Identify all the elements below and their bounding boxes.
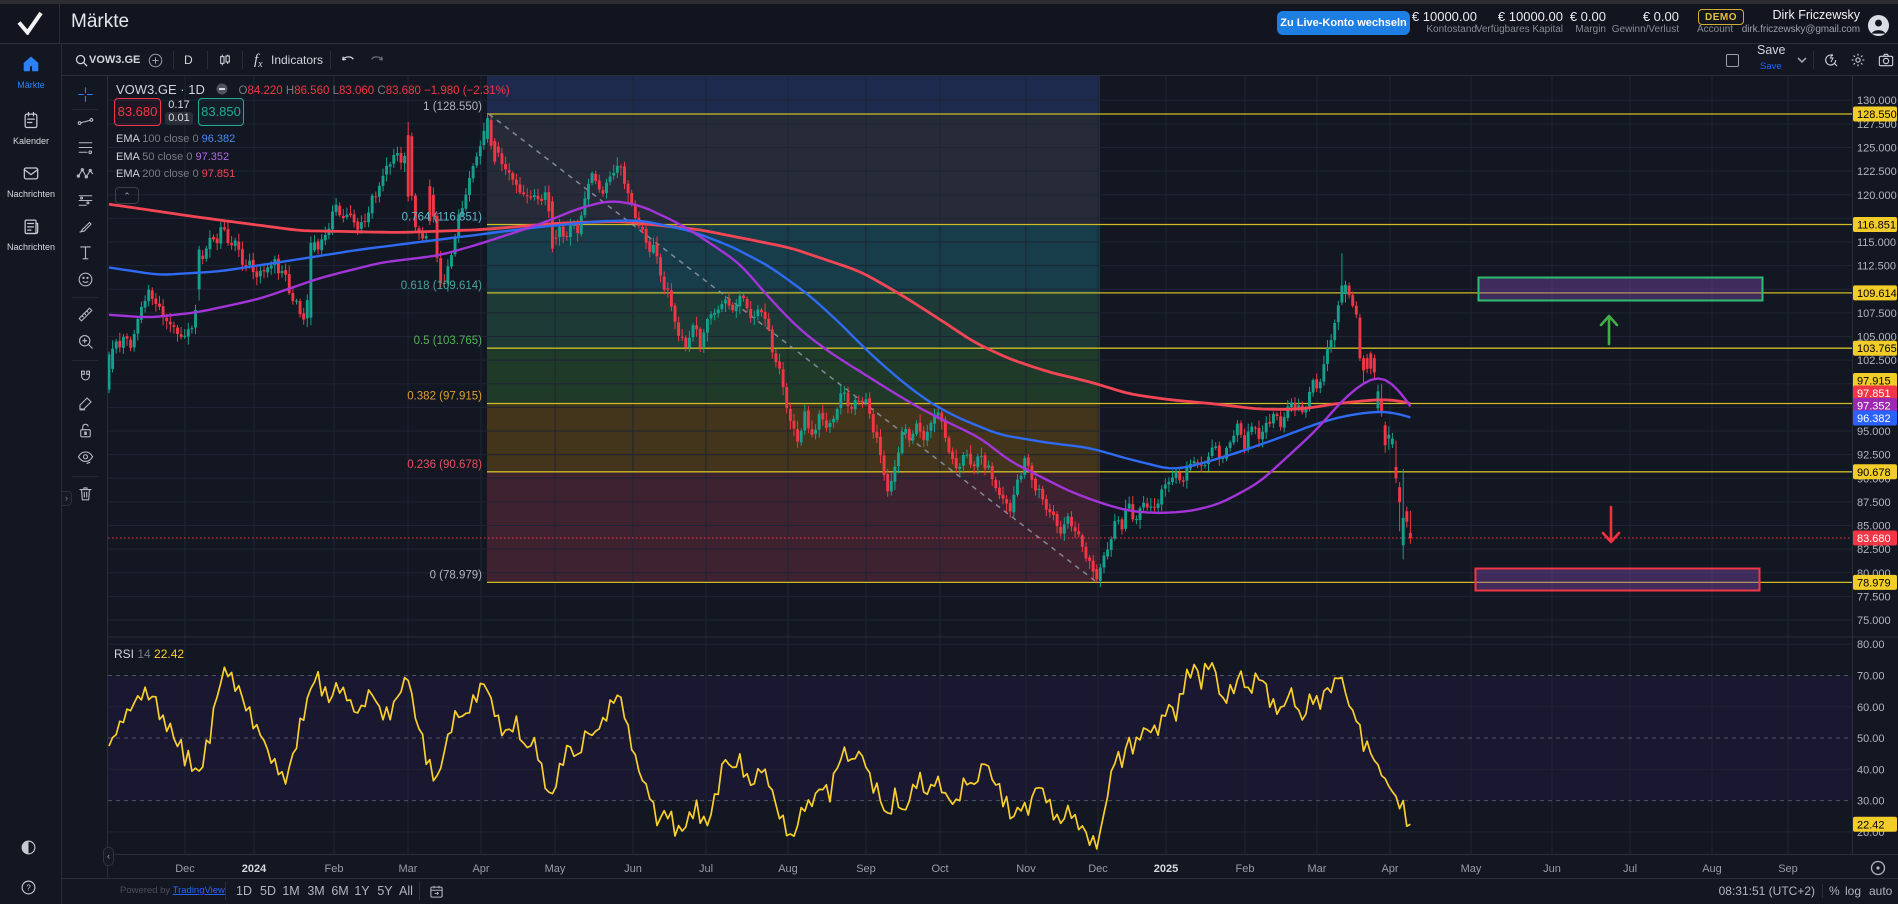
svg-text:83.680: 83.680 [1857,533,1891,545]
svg-text:112.500: 112.500 [1857,261,1896,273]
svg-text:Mar: Mar [399,863,418,875]
svg-text:Apr: Apr [472,863,489,875]
svg-text:2024: 2024 [242,863,267,875]
svg-text:May: May [1461,863,1482,875]
svg-text:Aug: Aug [778,863,798,875]
svg-text:50.00: 50.00 [1857,733,1885,745]
svg-text:87.500: 87.500 [1857,497,1891,509]
svg-text:?: ? [26,883,31,892]
svg-text:97.915: 97.915 [1857,376,1891,388]
svg-text:22.42: 22.42 [1857,819,1885,831]
svg-text:75.000: 75.000 [1857,615,1891,627]
svg-text:Nov: Nov [1016,863,1036,875]
svg-text:Sep: Sep [856,863,876,875]
svg-text:85.000: 85.000 [1857,521,1891,533]
svg-text:116.851: 116.851 [1857,220,1896,232]
svg-text:128.550: 128.550 [1857,109,1897,121]
svg-text:125.000: 125.000 [1857,143,1897,155]
svg-text:105.000: 105.000 [1857,332,1897,344]
svg-text:Aug: Aug [1702,863,1722,875]
svg-text:0 (78.979): 0 (78.979) [430,569,483,581]
svg-text:Feb: Feb [1236,863,1255,875]
svg-text:92.500: 92.500 [1857,450,1891,462]
svg-text:Dec: Dec [175,863,195,875]
svg-text:0.382 (97.915): 0.382 (97.915) [407,391,482,403]
svg-text:0.618 (109.614): 0.618 (109.614) [401,280,482,292]
svg-text:30.00: 30.00 [1857,796,1885,808]
svg-text:115.000: 115.000 [1857,237,1896,249]
svg-text:1 (128.550): 1 (128.550) [423,101,482,113]
svg-text:103.765: 103.765 [1857,343,1897,355]
svg-text:70.00: 70.00 [1857,671,1885,683]
svg-text:Jul: Jul [699,863,713,875]
svg-text:2025: 2025 [1154,863,1178,875]
svg-text:107.500: 107.500 [1857,308,1897,320]
svg-text:97.851: 97.851 [1857,388,1891,400]
svg-text:102.500: 102.500 [1857,355,1897,367]
svg-text:Mar: Mar [1308,863,1327,875]
svg-text:122.500: 122.500 [1857,166,1897,178]
svg-text:78.979: 78.979 [1857,577,1891,589]
svg-text:82.500: 82.500 [1857,544,1891,556]
svg-text:109.614: 109.614 [1857,288,1897,300]
svg-text:60.00: 60.00 [1857,702,1885,714]
svg-text:97.352: 97.352 [1857,401,1891,413]
svg-text:130.000: 130.000 [1857,95,1897,107]
svg-text:95.000: 95.000 [1857,426,1891,438]
svg-text:40.00: 40.00 [1857,764,1885,776]
svg-text:77.500: 77.500 [1857,591,1891,603]
svg-text:Jun: Jun [1543,863,1561,875]
svg-text:Sep: Sep [1778,863,1798,875]
svg-text:Oct: Oct [931,863,948,875]
svg-text:0.5 (103.765): 0.5 (103.765) [414,335,483,347]
svg-text:0.764 (116.851): 0.764 (116.851) [402,212,483,224]
svg-text:120.000: 120.000 [1857,190,1897,202]
svg-text:May: May [545,863,566,875]
svg-text:Feb: Feb [325,863,344,875]
svg-text:96.382: 96.382 [1857,413,1891,425]
svg-text:Dec: Dec [1088,863,1108,875]
svg-text:0.236 (90.678): 0.236 (90.678) [407,459,482,471]
svg-text:Jul: Jul [1623,863,1637,875]
svg-text:127.500: 127.500 [1857,119,1897,131]
svg-text:Jun: Jun [624,863,642,875]
svg-text:90.678: 90.678 [1857,467,1891,479]
svg-text:Apr: Apr [1381,863,1398,875]
svg-text:80.00: 80.00 [1857,639,1885,651]
